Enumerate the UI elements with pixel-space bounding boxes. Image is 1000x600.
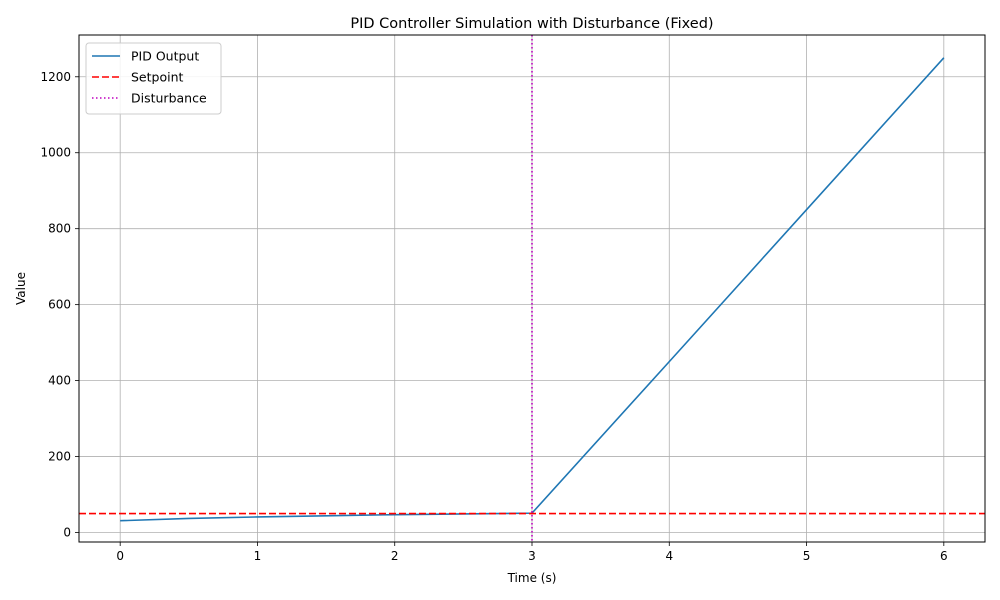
plot-content	[79, 35, 985, 542]
x-tick-label: 4	[665, 549, 673, 563]
chart-title: PID Controller Simulation with Disturban…	[350, 16, 713, 32]
grid	[79, 35, 985, 542]
y-tick-label: 1000	[40, 146, 71, 160]
y-tick-label: 1200	[40, 70, 71, 84]
legend: PID Output Setpoint Disturbance	[85, 42, 222, 115]
legend-label: PID Output	[131, 49, 199, 64]
x-axis-label: Time (s)	[507, 571, 557, 585]
x-tick-label: 0	[116, 549, 124, 563]
y-tick-label: 0	[63, 526, 71, 540]
x-tick-label: 1	[254, 549, 262, 563]
y-tick-label: 600	[48, 298, 71, 312]
ticks: 0 1 2 3 4 5 6 0 200 400 600 800 1000 1200	[40, 70, 947, 563]
y-tick-label: 400	[48, 374, 71, 388]
legend-label: Setpoint	[131, 70, 184, 85]
y-tick-label: 800	[48, 222, 71, 236]
x-tick-label: 3	[528, 549, 536, 563]
y-tick-label: 200	[48, 450, 71, 464]
y-axis-label: Value	[14, 272, 28, 305]
x-tick-label: 5	[803, 549, 811, 563]
x-tick-label: 2	[391, 549, 399, 563]
legend-box	[85, 42, 222, 115]
legend-label: Disturbance	[131, 91, 207, 106]
x-tick-label: 6	[940, 549, 948, 563]
